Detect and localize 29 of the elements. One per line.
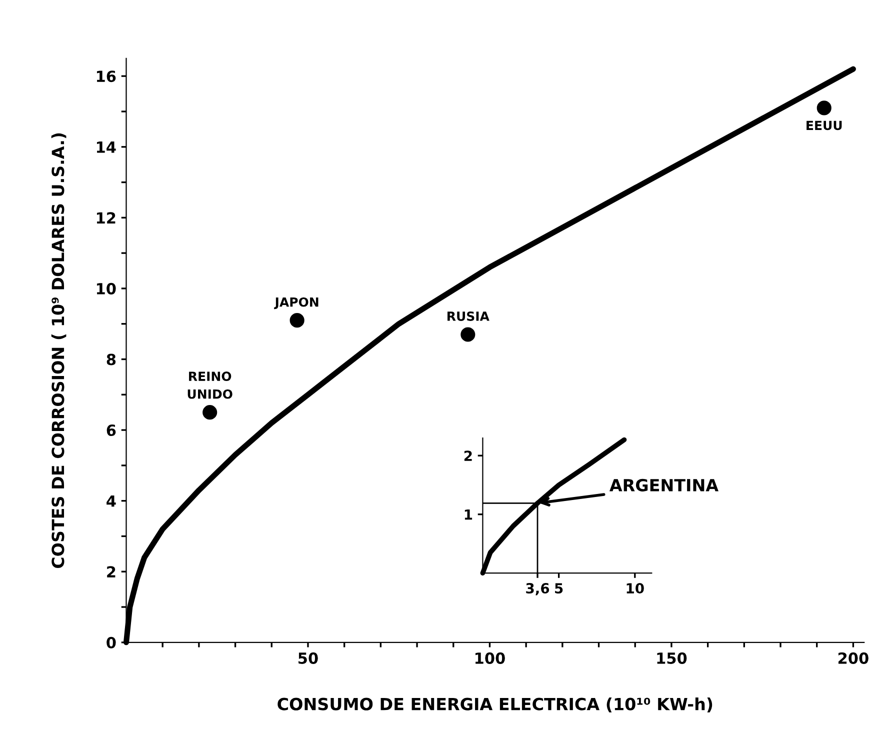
x-tick-label: 200 (838, 652, 868, 664)
x-axis-title: CONSUMO DE ENERGIA ELECTRICA (10¹⁰ KW-h) (278, 697, 712, 712)
y-tick-label: 0 (106, 636, 116, 648)
y-tick-label: 16 (96, 70, 116, 82)
y-tick-label: 14 (96, 142, 116, 153)
x-tick-label: 100 (476, 652, 505, 664)
x-tick-label: 50 (298, 652, 318, 664)
x-tick-label: 3,6 (526, 583, 550, 596)
y-axis-title: COSTES DE CORROSION ( 10⁹ DOLARES U.S.A.) (51, 133, 66, 568)
y-tick-label: 4 (106, 495, 116, 507)
point (460, 327, 476, 342)
y-tick-label: 12 (96, 212, 116, 224)
data-label: REINO UNIDO (188, 372, 232, 399)
x-tick-label: 10 (626, 583, 644, 594)
y-tick-label: 1 (464, 509, 472, 520)
point (816, 100, 832, 116)
data-label: RUSIA (448, 311, 490, 321)
annotation: ARGENTINA (609, 478, 718, 492)
data-label: EEUU (806, 120, 842, 130)
point (290, 313, 304, 328)
y-tick-label: 8 (106, 354, 116, 366)
x-tick-label: 150 (657, 652, 687, 664)
y-tick-label: 2 (107, 566, 116, 578)
y-tick-label: 2 (464, 450, 472, 461)
data-label: JAPON (274, 297, 318, 310)
y-tick-label: 6 (106, 424, 116, 436)
point (202, 405, 218, 420)
x-tick-label: 5 (555, 583, 563, 594)
y-tick-label: 10 (96, 282, 116, 294)
